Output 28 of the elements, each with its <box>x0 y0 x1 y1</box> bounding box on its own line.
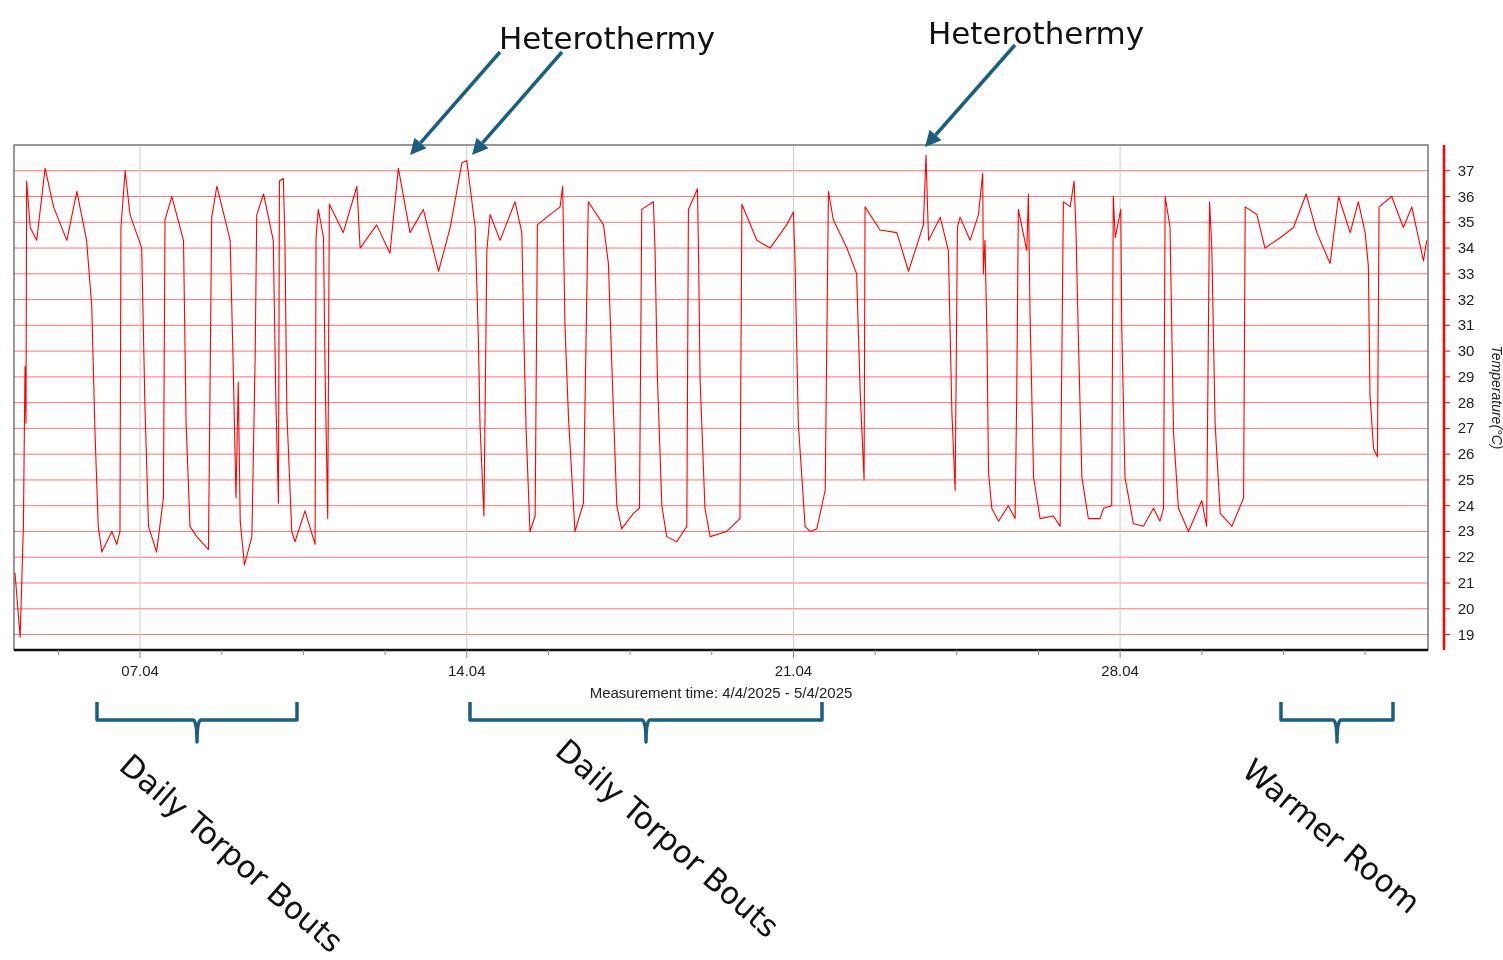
y-tick-label: 30 <box>1457 342 1475 360</box>
y-tick-label: 36 <box>1457 187 1475 205</box>
x-axis-title: Measurement time: 4/4/2025 - 5/4/2025 <box>589 684 853 701</box>
text: Heterothermy <box>498 19 716 56</box>
y-tick-label: 32 <box>1457 290 1475 308</box>
y-tick-label: 34 <box>1457 239 1475 257</box>
y-axis-title: Temperature(°C) <box>1489 345 1503 450</box>
x-tick-label: 21.04 <box>774 662 813 679</box>
y-tick-label: 21 <box>1457 574 1475 592</box>
y-tick-label: 28 <box>1457 393 1475 411</box>
y-tick-label: 33 <box>1457 264 1475 282</box>
y-tick-label: 27 <box>1457 419 1475 437</box>
y-tick-label: 26 <box>1457 445 1475 463</box>
x-tick-label: 28.04 <box>1101 662 1139 679</box>
y-tick-label: 35 <box>1457 213 1475 231</box>
y-tick-label: 23 <box>1457 522 1475 540</box>
text: Heterothermy <box>927 14 1145 51</box>
y-tick-label: 22 <box>1457 548 1475 566</box>
y-tick-label: 20 <box>1457 599 1475 617</box>
x-tick-label: 07.04 <box>121 662 159 679</box>
y-tick-label: 19 <box>1457 625 1475 643</box>
y-tick-label: 31 <box>1457 316 1475 334</box>
y-tick-label: 24 <box>1457 496 1475 514</box>
x-tick-label: 14.04 <box>447 662 486 679</box>
y-tick-label: 29 <box>1457 367 1475 385</box>
y-tick-label: 25 <box>1457 470 1475 488</box>
y-tick-label: 37 <box>1457 161 1475 179</box>
line-series <box>14 154 1428 638</box>
